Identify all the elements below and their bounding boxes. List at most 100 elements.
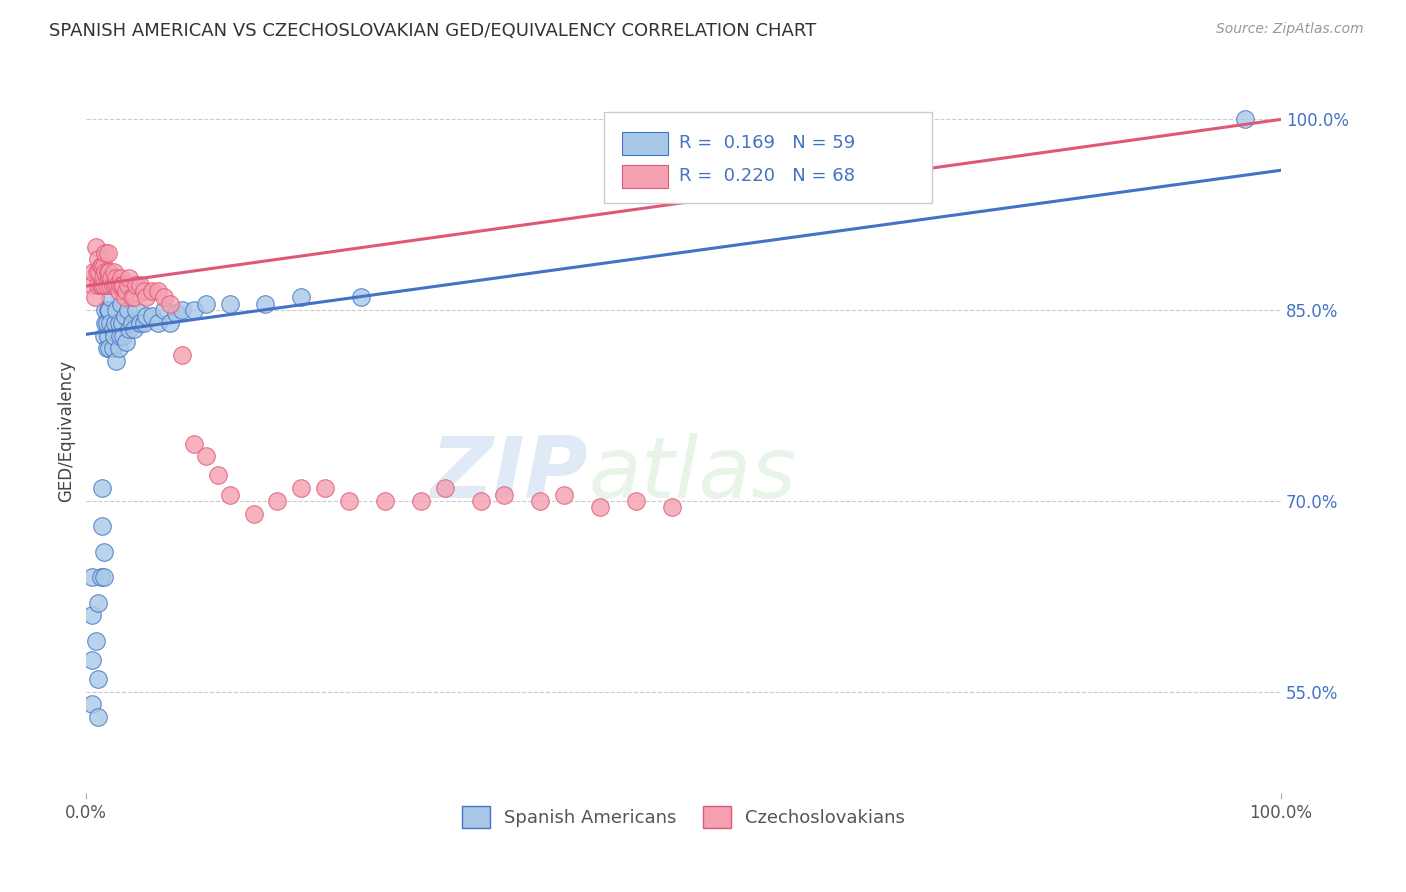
Point <box>170 303 193 318</box>
Point <box>87 672 110 686</box>
Point <box>100 271 122 285</box>
Point <box>132 316 155 330</box>
Point <box>553 487 575 501</box>
Point <box>290 481 312 495</box>
Point <box>82 570 104 584</box>
Point <box>194 297 217 311</box>
Point <box>112 328 135 343</box>
Text: R =  0.220   N = 68: R = 0.220 N = 68 <box>679 167 855 185</box>
Point <box>132 284 155 298</box>
Point <box>170 348 193 362</box>
Point <box>122 290 145 304</box>
Point <box>94 246 117 260</box>
Point <box>90 277 112 292</box>
Point <box>129 316 152 330</box>
Point <box>111 316 134 330</box>
Text: R =  0.169   N = 59: R = 0.169 N = 59 <box>679 134 855 153</box>
Point <box>107 284 129 298</box>
Point <box>117 277 139 292</box>
Text: atlas: atlas <box>588 433 796 516</box>
Point <box>86 265 108 279</box>
Point <box>114 310 136 324</box>
Point <box>107 341 129 355</box>
Point <box>84 239 107 253</box>
Point <box>94 316 117 330</box>
Point <box>409 494 432 508</box>
Point <box>159 316 181 330</box>
Point <box>103 328 125 343</box>
Point <box>87 277 110 292</box>
Point <box>194 450 217 464</box>
Point <box>87 710 110 724</box>
Point <box>112 277 135 292</box>
Point <box>129 277 152 292</box>
Point <box>97 303 120 318</box>
Point <box>107 316 129 330</box>
Text: SPANISH AMERICAN VS CZECHOSLOVAKIAN GED/EQUIVALENCY CORRELATION CHART: SPANISH AMERICAN VS CZECHOSLOVAKIAN GED/… <box>49 22 817 40</box>
Point <box>314 481 336 495</box>
Text: ZIP: ZIP <box>430 433 588 516</box>
Point <box>242 507 264 521</box>
Point <box>117 303 139 318</box>
Legend: Spanish Americans, Czechoslovakians: Spanish Americans, Czechoslovakians <box>456 798 912 835</box>
Point <box>146 316 169 330</box>
Point <box>183 436 205 450</box>
Point <box>165 306 187 320</box>
Point <box>104 316 127 330</box>
Point <box>82 653 104 667</box>
Point <box>266 494 288 508</box>
Point <box>105 271 128 285</box>
Point <box>98 303 121 318</box>
Point <box>135 290 157 304</box>
Point <box>153 290 176 304</box>
FancyBboxPatch shape <box>621 165 668 188</box>
Point <box>207 468 229 483</box>
Point <box>98 290 121 304</box>
Point <box>350 290 373 304</box>
Point <box>218 297 240 311</box>
Point <box>93 277 115 292</box>
Point <box>146 284 169 298</box>
Point <box>101 277 124 292</box>
Point <box>90 519 112 533</box>
Point <box>87 252 110 267</box>
Point <box>374 494 396 508</box>
Point <box>94 303 117 318</box>
Point <box>105 303 128 318</box>
Point <box>82 265 104 279</box>
Point <box>94 265 117 279</box>
Point <box>97 246 120 260</box>
Point <box>101 322 124 336</box>
Point <box>82 277 104 292</box>
Point <box>624 494 647 508</box>
Point <box>83 290 105 304</box>
Point <box>110 271 132 285</box>
Point <box>93 328 115 343</box>
Point <box>661 500 683 515</box>
Point <box>135 310 157 324</box>
Point <box>97 265 120 279</box>
Point <box>470 494 492 508</box>
Point <box>125 303 148 318</box>
Point <box>159 297 181 311</box>
Point <box>141 284 163 298</box>
Point <box>125 277 148 292</box>
Point <box>108 277 131 292</box>
Point <box>290 290 312 304</box>
Point <box>183 303 205 318</box>
Point <box>84 633 107 648</box>
Point <box>98 277 121 292</box>
Point <box>141 310 163 324</box>
Point <box>82 608 104 623</box>
Point <box>118 322 141 336</box>
Point <box>114 284 136 298</box>
Point <box>105 354 128 368</box>
Point <box>254 297 277 311</box>
Point <box>114 290 136 304</box>
Point <box>97 328 120 343</box>
FancyBboxPatch shape <box>603 112 932 202</box>
Point <box>118 271 141 285</box>
Point <box>93 570 115 584</box>
Point <box>90 259 112 273</box>
Point <box>98 265 121 279</box>
